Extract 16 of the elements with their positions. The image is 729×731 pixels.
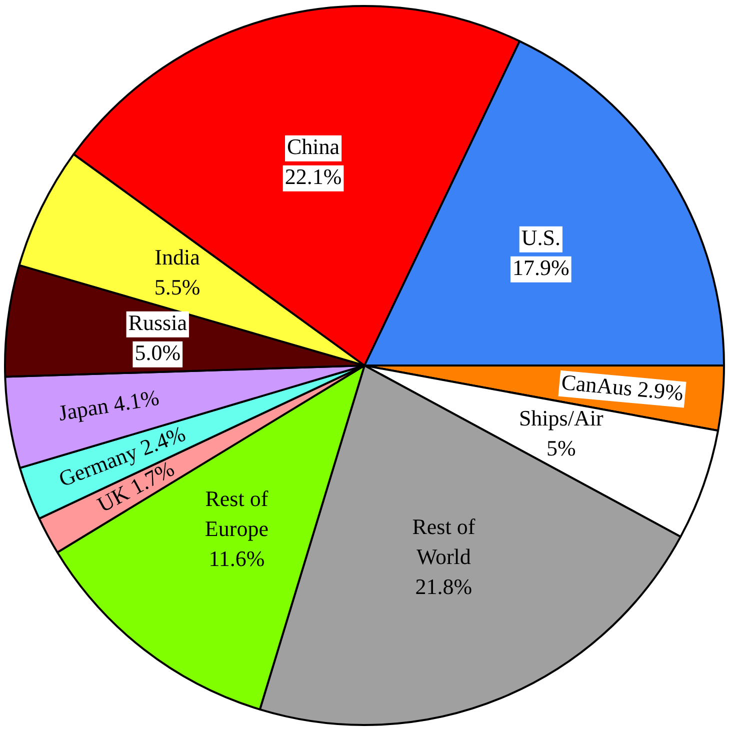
slice-label: CanAus 2.9% bbox=[560, 369, 684, 406]
data-label: 17.9% bbox=[512, 255, 570, 280]
data-label: 5% bbox=[546, 436, 576, 461]
slice-label: China bbox=[287, 134, 340, 160]
data-label: 5.0% bbox=[134, 340, 181, 366]
slice-label: U.S. bbox=[521, 225, 560, 250]
slice-label: Rest of Europe bbox=[204, 486, 269, 542]
slice-label: Rest of World bbox=[412, 514, 476, 570]
slice-label: India bbox=[154, 244, 200, 270]
slice-label: Japan 4.1% bbox=[56, 384, 161, 426]
slice-label: Ships/Air bbox=[518, 406, 604, 431]
data-label: 21.8% bbox=[415, 574, 472, 600]
slice-label: Russia bbox=[128, 310, 188, 336]
data-label: 11.6% bbox=[208, 546, 265, 572]
data-label: 22.1% bbox=[284, 164, 342, 190]
data-label: 5.5% bbox=[154, 274, 200, 300]
